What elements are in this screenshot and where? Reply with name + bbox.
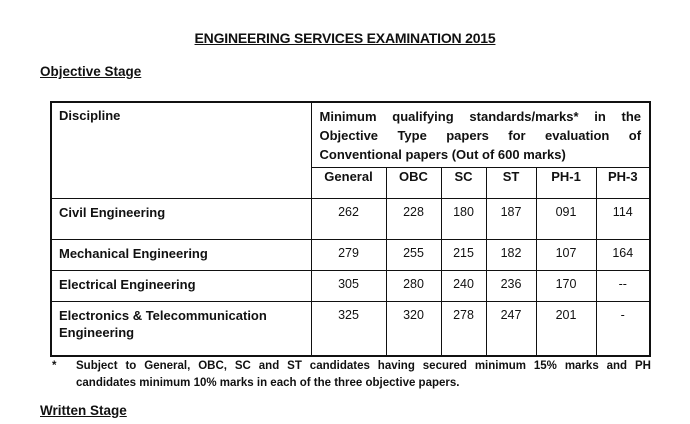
marks-cell: 305 xyxy=(310,269,387,302)
footnote-line-2: candidates minimum 10% marks in each of … xyxy=(76,376,460,389)
page-title-text: ENGINEERING SERVICES EXAMINATION 2015 xyxy=(194,30,496,46)
marks-cell: 325 xyxy=(310,300,387,357)
marks-cell: 280 xyxy=(385,269,442,302)
marks-cell: 180 xyxy=(440,197,487,240)
discipline-cell: Civil Engineering xyxy=(50,197,312,240)
marks-cell: 182 xyxy=(485,238,537,271)
qualifying-marks-table: Discipline Minimum qualifying standards/… xyxy=(50,101,652,357)
table-row: Electronics & Telecommunication Engineer… xyxy=(50,300,651,357)
marks-cell: 262 xyxy=(310,197,387,240)
marks-cell: 164 xyxy=(595,238,651,271)
marks-cell: 107 xyxy=(535,238,597,271)
table-header-row: Discipline Minimum qualifying standards/… xyxy=(50,101,651,199)
discipline-cell: Mechanical Engineering xyxy=(50,238,312,271)
merged-header-line-3: Conventional papers (Out of 600 marks) xyxy=(319,147,566,162)
merged-header-line-1: Minimum qualifying standards/marks* in t… xyxy=(319,109,642,124)
marks-cell: 170 xyxy=(535,269,597,302)
category-header-st: ST xyxy=(485,166,537,199)
page-title: ENGINEERING SERVICES EXAMINATION 2015 xyxy=(0,30,690,46)
marks-cell: 278 xyxy=(440,300,487,357)
written-stage-heading-text: Written Stage xyxy=(40,403,127,418)
marks-cell: 236 xyxy=(485,269,537,302)
discipline-cell: Electrical Engineering xyxy=(50,269,312,302)
marks-cell: 255 xyxy=(385,238,442,271)
footnote-text: Subject to General, OBC, SC and ST candi… xyxy=(76,358,651,391)
marks-cell: 247 xyxy=(485,300,537,357)
marks-cell: 215 xyxy=(440,238,487,271)
table-row: Mechanical Engineering 279 255 215 182 1… xyxy=(50,238,651,271)
footnote-asterisk-marker: * xyxy=(52,360,57,372)
marks-cell: 240 xyxy=(440,269,487,302)
category-header-obc: OBC xyxy=(385,166,442,199)
objective-stage-heading: Objective Stage xyxy=(40,64,141,79)
marks-cell: 279 xyxy=(310,238,387,271)
marks-cell: 114 xyxy=(595,197,651,240)
category-header-general: General xyxy=(310,166,387,199)
merged-header-line-2: Objective Type papers for evaluation of xyxy=(319,128,642,143)
marks-cell: -- xyxy=(595,269,651,302)
marks-cell: 187 xyxy=(485,197,537,240)
footnote-line-1: Subject to General, OBC, SC and ST candi… xyxy=(76,360,651,372)
discipline-cell: Electronics & Telecommunication Engineer… xyxy=(50,300,312,357)
category-header-sc: SC xyxy=(440,166,487,199)
written-stage-heading: Written Stage xyxy=(40,403,127,418)
footnote: * Subject to General, OBC, SC and ST can… xyxy=(50,358,651,391)
marks-cell: 201 xyxy=(535,300,597,357)
merged-header-cell: Minimum qualifying standards/marks* in t… xyxy=(310,101,651,168)
objective-stage-heading-text: Objective Stage xyxy=(40,64,142,79)
table-row: Electrical Engineering 305 280 240 236 1… xyxy=(50,269,651,302)
table-row: Civil Engineering 262 228 180 187 091 11… xyxy=(50,197,651,240)
marks-cell: 228 xyxy=(385,197,442,240)
discipline-header-cell: Discipline xyxy=(50,101,312,199)
category-header-ph3: PH-3 xyxy=(595,166,651,199)
category-header-ph1: PH-1 xyxy=(535,166,597,199)
marks-cell: 091 xyxy=(535,197,597,240)
category-header-row: General OBC SC ST PH-1 PH-3 xyxy=(51,166,651,199)
marks-cell: - xyxy=(595,300,651,357)
marks-cell: 320 xyxy=(385,300,442,357)
